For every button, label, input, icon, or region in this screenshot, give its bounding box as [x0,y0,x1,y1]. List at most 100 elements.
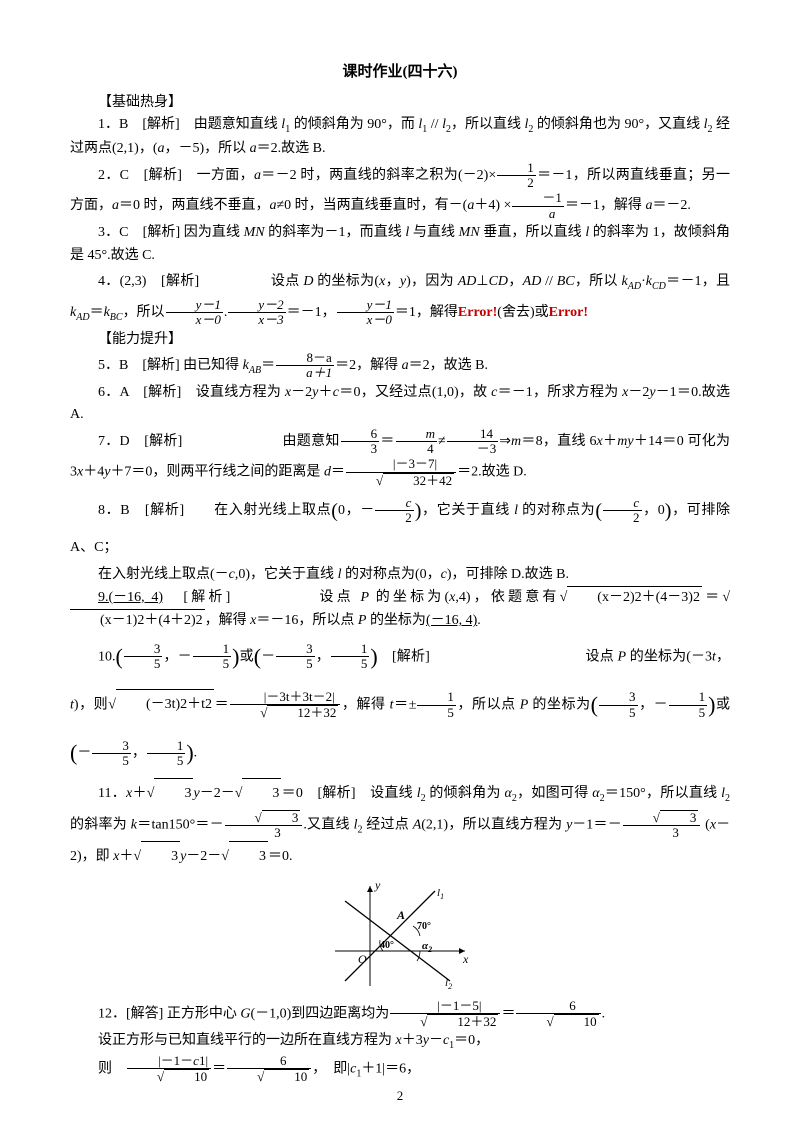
n: y－2 [258,297,283,312]
neq: ≠ [438,434,446,449]
t: // [427,117,442,132]
n: |－3t＋3t－2| [230,690,340,705]
mn: MN [459,225,480,240]
frac: 15 [669,690,708,720]
t: ， [716,649,730,664]
d: 5 [331,657,370,671]
c: ， [385,274,400,289]
n: y－1 [196,297,221,312]
s: CD [652,281,666,292]
q12-label: 12．[解答] [98,1006,163,1021]
t: ＝8，直线 6 [521,434,596,449]
t: ＝ [90,305,104,320]
frac: 63 [341,427,380,457]
n: 14 [447,427,499,442]
eq: ＝ [702,590,722,605]
t: ,0)，它关于直线 [235,567,338,582]
c: ，－ [163,649,191,664]
origin-label: O [358,952,367,966]
q3: 3．C [解析] 因为直线 MN 的斜率为－1，而直线 l 与直线 MN 垂直，… [70,222,730,267]
t: ，解得 [341,697,389,712]
t: ＝－16，所以点 [256,613,358,628]
r: 10 [164,1069,209,1084]
d: √32＋42 [346,473,456,488]
frac: 15 [147,739,186,769]
r: 3 [262,810,301,825]
anal: [解析] [378,649,430,664]
d: x－0 [367,312,392,327]
t: ＝－1，且 [666,274,730,289]
d: 5 [276,657,315,671]
a: α [592,786,599,801]
t: 在入射光线上取点 [184,503,331,518]
d: a＋1 [306,365,332,380]
q10: 10.(35，－15)或(－35，15) [解析] 设点 P 的坐标为(－3t，… [70,633,730,778]
c: c [406,495,412,510]
a: a [270,198,277,213]
n: |－3－7| [346,457,456,472]
d: 2 [497,176,536,190]
d: 4 [396,442,437,456]
q12: 12．[解答] 正方形中心 G(－1,0)到四边距离均为|－1－5|√12＋32… [70,999,730,1030]
t: 由题意知直线 [180,117,282,132]
dot: . [602,1006,606,1021]
n: 8－a [276,351,334,366]
r: (－3t)2＋t2 [116,689,214,721]
t: 的坐标为( [313,274,379,289]
t: (舍去)或 [497,305,548,320]
q8: 8．B [解析] 在入射光线上取点(0，－c2)，它关于直线 l 的对称点为(c… [70,489,730,564]
q9-label: 9.(－16, 4) [98,590,163,605]
t: －2－ [186,849,221,864]
t: 垂直，所以直线 [480,225,586,240]
t: ＝0， [454,1033,489,1048]
frac: 15 [331,642,370,672]
n: √3 [225,810,303,826]
t: ＝± [394,697,417,712]
r: 3 [242,778,281,810]
n: 3 [599,690,638,705]
d: x－0 [196,312,221,327]
ans: (－16, 4) [109,590,164,605]
frac: 35 [276,642,315,672]
t: ＝－1，解得 [565,198,646,213]
c: c [633,495,639,510]
t: ＝2，解得 [335,358,402,373]
d: D [303,274,313,289]
ad: AD [628,281,641,292]
frac: 35 [92,739,131,769]
r: (x－2)2＋(4－3)2 [567,586,702,609]
frac: y－1x－0 [337,298,394,328]
frac: c2 [375,496,414,526]
x-axis-label: x [462,952,469,966]
page-title: 课时作业(四十六) [70,60,730,84]
imp: ⇒ [499,434,511,449]
d: 2 [603,511,642,525]
d: 3 [225,826,303,840]
t: 设正方形与已知直线平行的一边所在直线方程为 [98,1033,396,1048]
d: √10 [127,1069,211,1084]
q6-label: 6．A [解析] [98,385,181,400]
t: 设直线 [356,786,417,801]
t: 0，－ [338,503,374,518]
t: 正方形中心 [163,1006,240,1021]
frac: √33 [623,810,701,841]
q4-label: 4．(2,3) [解析] [98,274,199,289]
t: ＋ [132,786,147,801]
eq: ＝tan150°＝－ [137,817,224,832]
eq: ＝ [212,1061,226,1076]
d: a [512,207,564,221]
t: 设点 [230,590,360,605]
frac: |－1－c1|√10 [127,1054,211,1085]
t: ＝0. [268,849,293,864]
t: 因为直线 [180,225,243,240]
t: 的坐标为 [528,697,590,712]
t: 由已知得 [180,358,243,373]
n: 1 [497,161,536,176]
q10-label: 10. [98,649,116,664]
q2: 2．C [解析] 一方面，a＝－2 时，两直线的斜率之积为(－2)×12＝－1，… [70,161,730,223]
t: ，如图可得 [517,786,592,801]
t: 一方面， [182,168,254,183]
d: 3 [341,442,380,456]
frac: c2 [603,496,642,526]
frac: 12 [497,161,536,191]
